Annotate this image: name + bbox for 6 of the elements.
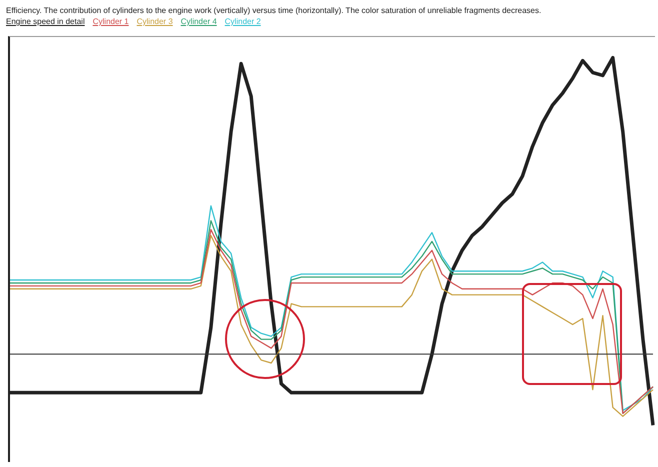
chart-title: Efficiency. The contribution of cylinders to the engine work (vertically) versus time (horizontally). The color saturation of unreliable fragments decreases. bbox=[6, 6, 542, 15]
text: Cylinder 1 bbox=[92, 17, 129, 26]
text: Cylinder 4 bbox=[180, 17, 217, 26]
text: Engine speed in detail bbox=[6, 17, 85, 26]
text: Cylinder 3 bbox=[136, 17, 173, 26]
text: Cylinder 2 bbox=[224, 17, 261, 26]
